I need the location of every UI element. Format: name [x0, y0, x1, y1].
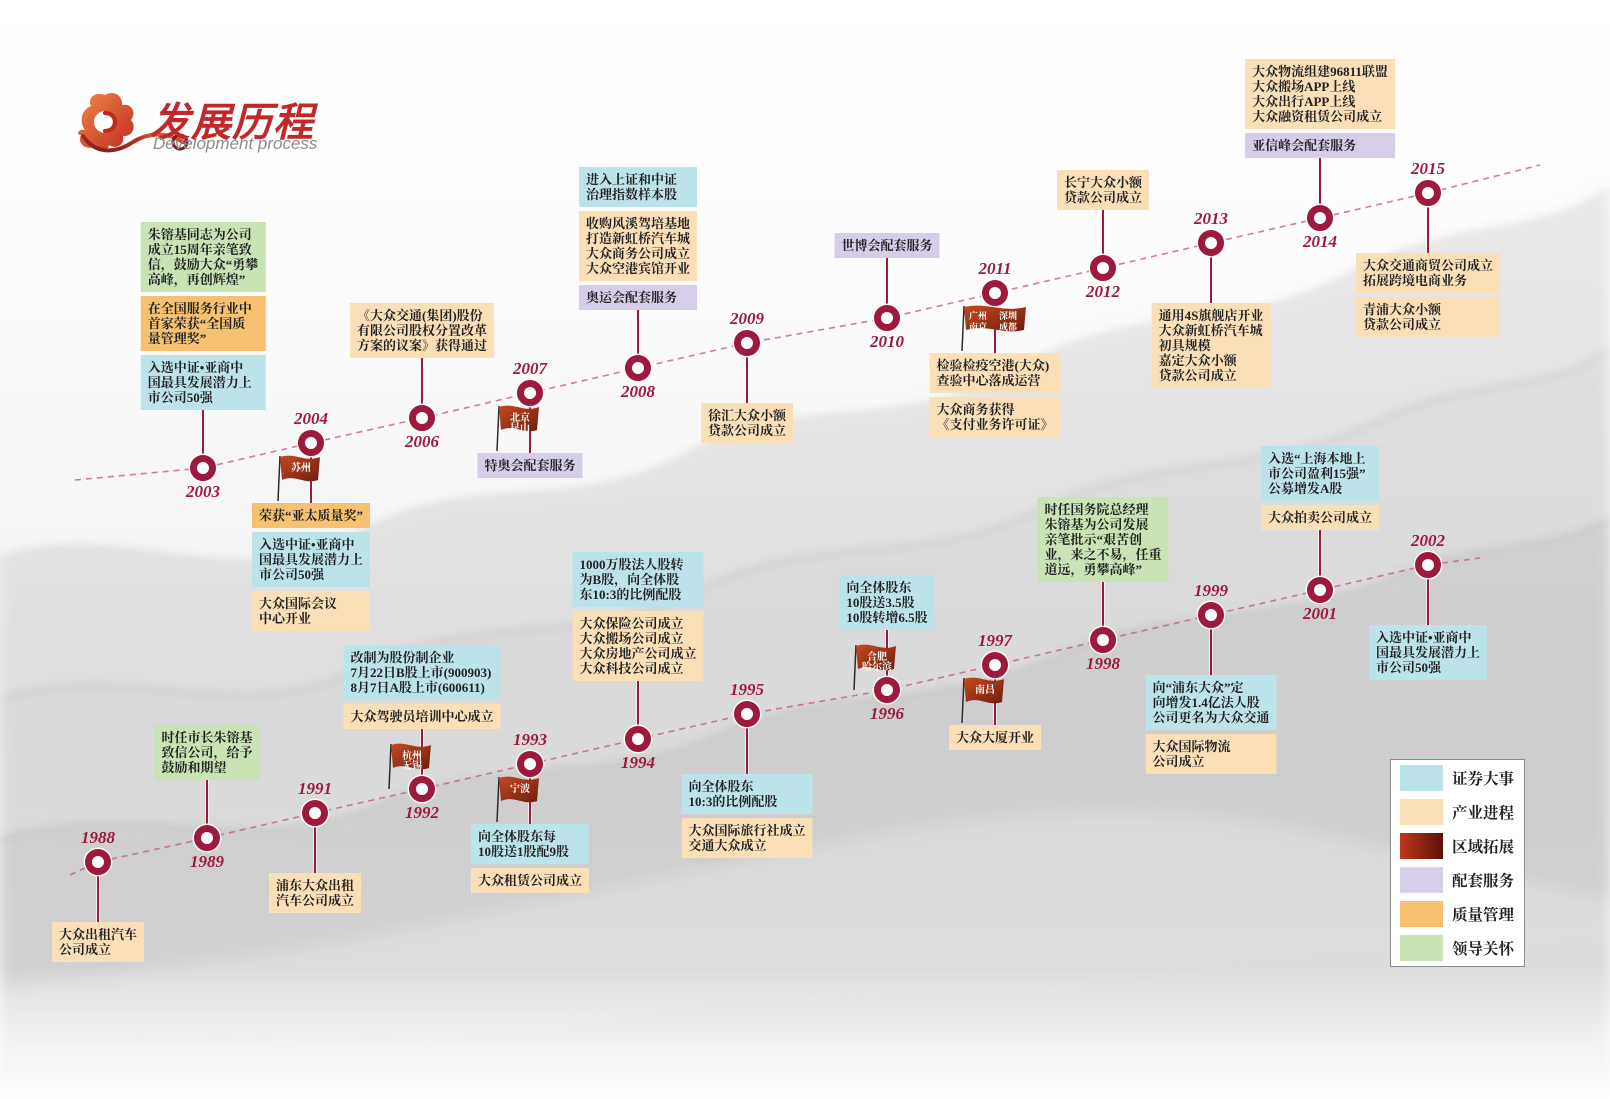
- svg-text:哈尔滨: 哈尔滨: [862, 660, 893, 673]
- svg-text:成都: 成都: [999, 321, 1017, 332]
- svg-text:无锡: 无锡: [402, 759, 422, 772]
- svg-text:深圳: 深圳: [999, 310, 1017, 321]
- svg-text:宁波: 宁波: [510, 782, 530, 795]
- svg-text:南昌: 南昌: [975, 683, 995, 696]
- svg-text:苏州: 苏州: [291, 461, 311, 474]
- svg-text:广州: 广州: [969, 310, 987, 321]
- svg-text:南京: 南京: [969, 321, 988, 332]
- svg-text:昆山: 昆山: [510, 421, 530, 434]
